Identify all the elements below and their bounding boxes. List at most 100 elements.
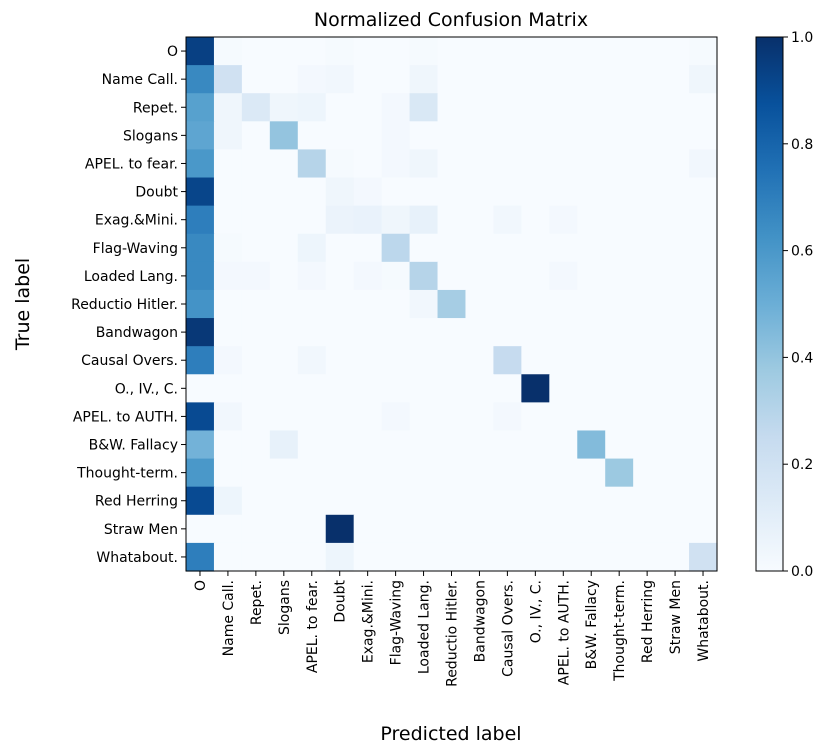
heatmap-cell-r17-c3 [269, 514, 299, 544]
x-tick-label: Loaded Lang. [417, 580, 433, 674]
heatmap-cell-r6-c10 [465, 205, 495, 235]
heatmap-cell-r8-c16 [633, 261, 662, 291]
heatmap-cell-r16-c9 [437, 486, 467, 516]
heatmap-cell-r0-c8 [409, 37, 439, 66]
heatmap-cell-r1-c1 [213, 65, 243, 94]
heatmap-cell-r5-c9 [437, 177, 467, 207]
heatmap-cell-r13-c15 [605, 402, 634, 432]
heatmap-cell-r16-c7 [381, 486, 411, 516]
heatmap-cell-r9-c7 [381, 289, 411, 319]
heatmap-cell-r5-c2 [241, 177, 271, 207]
heatmap-cell-r8-c3 [269, 261, 299, 291]
heatmap-cell-r17-c9 [437, 514, 467, 544]
y-tick-label: Exag.&Mini. [95, 213, 178, 229]
x-axis-label: Predicted label [380, 723, 521, 745]
heatmap-cell-r3-c10 [465, 121, 495, 151]
heatmap-cell-r10-c13 [549, 318, 578, 347]
heatmap-cell-r1-c0 [186, 65, 215, 94]
heatmap-cell-r14-c1 [213, 430, 243, 460]
heatmap-cell-r14-c5 [325, 430, 355, 460]
x-tick-label: B&W. Fallacy [584, 580, 600, 669]
heatmap-cell-r11-c18 [689, 346, 718, 375]
heatmap-cell-r6-c3 [269, 205, 299, 235]
heatmap-cell-r5-c4 [297, 177, 327, 207]
heatmap-cell-r16-c15 [605, 486, 634, 516]
heatmap-cell-r0-c7 [381, 37, 411, 66]
heatmap-cell-r17-c1 [213, 514, 243, 544]
heatmap-cell-r8-c1 [213, 261, 243, 291]
heatmap-cell-r0-c16 [633, 37, 662, 66]
heatmap-cell-r7-c7 [381, 233, 411, 263]
heatmap-cell-r2-c13 [549, 93, 578, 122]
x-tick-label: APEL. to AUTH. [556, 580, 572, 685]
heatmap-cell-r7-c18 [689, 233, 718, 263]
heatmap-cell-r18-c7 [381, 542, 411, 572]
y-tick-label: Causal Overs. [81, 353, 178, 369]
heatmap-cell-r3-c11 [493, 121, 522, 151]
heatmap-cell-r12-c15 [605, 374, 634, 403]
heatmap-cell-r8-c6 [353, 261, 383, 291]
y-tick-label: Doubt [135, 185, 178, 201]
heatmap-cell-r18-c8 [409, 542, 439, 572]
y-tick-label: Loaded Lang. [84, 269, 178, 285]
heatmap-cell-r18-c5 [325, 542, 355, 572]
heatmap-cell-r7-c11 [493, 233, 522, 263]
heatmap-cell-r7-c2 [241, 233, 271, 263]
heatmap-cell-r18-c4 [297, 542, 327, 572]
heatmap-cell-r16-c6 [353, 486, 383, 516]
heatmap-cell-r8-c12 [521, 261, 550, 291]
heatmap-cell-r11-c17 [661, 346, 690, 375]
y-tick-label: O., IV., C. [115, 381, 178, 397]
heatmap-cell-r11-c2 [241, 346, 271, 375]
heatmap-cell-r0-c17 [661, 37, 690, 66]
heatmap-cell-r14-c17 [661, 430, 690, 460]
heatmap-cell-r11-c5 [325, 346, 355, 375]
heatmap-cell-r15-c15 [605, 458, 634, 488]
x-tick-label: Thought-term. [612, 580, 628, 682]
heatmap-cell-r7-c5 [325, 233, 355, 263]
heatmap-cell-r2-c4 [297, 93, 327, 122]
heatmap-cell-r6-c11 [493, 205, 522, 235]
heatmap-cell-r3-c3 [269, 121, 299, 151]
heatmap-cell-r16-c14 [577, 486, 606, 516]
heatmap-cell-r13-c3 [269, 402, 299, 432]
heatmap-cell-r5-c17 [661, 177, 690, 207]
heatmap-cell-r9-c16 [633, 289, 662, 319]
heatmap-cell-r17-c8 [409, 514, 439, 544]
heatmap-cell-r18-c12 [521, 542, 550, 572]
heatmap-cell-r9-c14 [577, 289, 606, 319]
heatmap-cell-r6-c0 [186, 205, 215, 235]
heatmap-cell-r1-c15 [605, 65, 634, 94]
heatmap-cell-r9-c5 [325, 289, 355, 319]
heatmap-cell-r2-c18 [689, 93, 718, 122]
heatmap-cell-r15-c13 [549, 458, 578, 488]
heatmap-cell-r5-c12 [521, 177, 550, 207]
heatmap-cell-r4-c18 [689, 149, 718, 179]
heatmap-cell-r10-c7 [381, 318, 411, 347]
heatmap-cell-r18-c15 [605, 542, 634, 572]
heatmap-cell-r11-c7 [381, 346, 411, 375]
heatmap-cell-r3-c15 [605, 121, 634, 151]
heatmap-cell-r11-c9 [437, 346, 467, 375]
y-tick-label: APEL. to fear. [85, 156, 178, 172]
y-tick-label: APEL. to AUTH. [73, 409, 178, 425]
heatmap-cell-r3-c7 [381, 121, 411, 151]
heatmap-cell-r6-c5 [325, 205, 355, 235]
heatmap-cell-r17-c5 [325, 514, 355, 544]
heatmap-cell-r7-c0 [186, 233, 215, 263]
colorbar-ticks: 0.0 0.2 0.4 0.6 0.8 1.0 [783, 30, 813, 580]
heatmap-cell-r18-c2 [241, 542, 271, 572]
heatmap-cell-r6-c16 [633, 205, 662, 235]
heatmap-cell-r17-c7 [381, 514, 411, 544]
heatmap-cell-r11-c14 [577, 346, 606, 375]
heatmap-cell-r14-c0 [186, 430, 215, 460]
heatmap-cell-r8-c0 [186, 261, 215, 291]
heatmap-cell-r5-c6 [353, 177, 383, 207]
heatmap-cell-r17-c12 [521, 514, 550, 544]
heatmap-cell-r12-c4 [297, 374, 327, 403]
heatmap-cell-r7-c14 [577, 233, 606, 263]
heatmap-cell-r4-c13 [549, 149, 578, 179]
heatmap-cell-r16-c3 [269, 486, 299, 516]
heatmap-cell-r10-c3 [269, 318, 299, 347]
heatmap-cell-r12-c12 [521, 374, 550, 403]
